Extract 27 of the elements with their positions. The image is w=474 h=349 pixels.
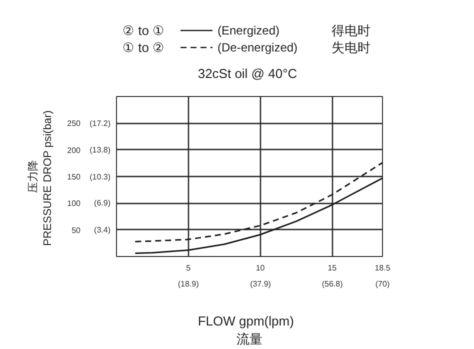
text: 失电时 (332, 40, 370, 55)
x-tick-label: 10 (256, 264, 266, 272)
chart-subtitle: 32cSt oil @ 40°C (198, 66, 298, 81)
x-tick-label: 15 (328, 264, 338, 272)
y-tick-label: 50 (72, 226, 82, 235)
y-tick-label: 150 (67, 172, 82, 182)
x2-tick-label: (56.8) (322, 280, 344, 288)
x-tick-label: 5 (186, 264, 192, 272)
x2-tick-label: (37.9) (250, 280, 272, 288)
text: (Energized) (218, 24, 280, 38)
y-axis-title: 压力降 PRESSURE DROP psi(bar) (26, 110, 54, 246)
text: (De-energized) (218, 40, 298, 54)
legend-label: ① to ② (122, 40, 165, 55)
y2-tick-label: (3.4) (94, 226, 111, 235)
x2-tick-label: (70) (375, 280, 390, 288)
x-tick-label: 18.5 (374, 264, 391, 272)
y2-tick-label: (13.8) (90, 145, 111, 154)
y-tick-label: 100 (67, 199, 82, 208)
y-tick-label: 250 (67, 119, 82, 128)
y2-tick-label: (6.9) (94, 198, 111, 208)
text: 得电时 (332, 23, 370, 38)
y-tick-label: 200 (67, 146, 82, 155)
legend-label: ② to ① (122, 23, 165, 38)
x-axis-title: FLOW gpm(lpm) 流量 (198, 314, 294, 346)
y2-tick-label: (17.2) (90, 119, 111, 128)
x2-tick-label: (18.9) (178, 280, 200, 288)
y2-tick-label: (10.3) (90, 172, 111, 182)
